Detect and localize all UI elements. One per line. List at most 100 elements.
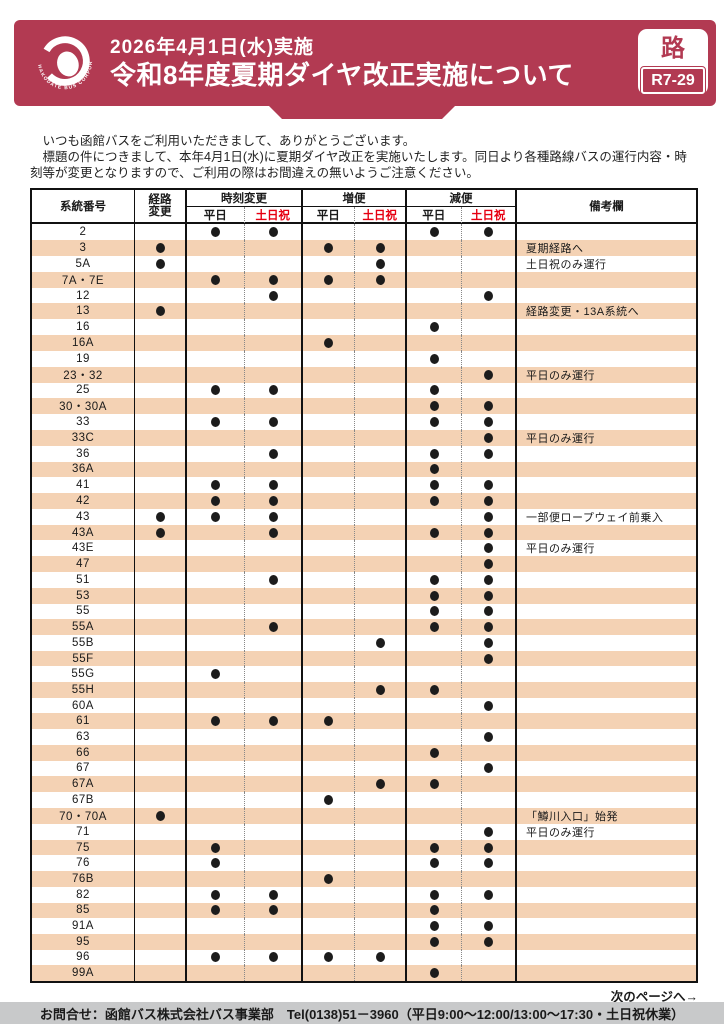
time-change-weekday-cell — [187, 666, 245, 683]
route-number: 42 — [32, 493, 135, 509]
dot-mark — [155, 258, 165, 269]
route-number: 13 — [32, 303, 135, 320]
decrease-holiday-cell — [462, 335, 517, 351]
table-row: 43E 平日のみ運行 — [32, 540, 696, 557]
decrease-holiday-cell — [462, 682, 517, 698]
route-change-cell — [135, 572, 187, 588]
decrease-holiday-cell — [462, 540, 517, 557]
increase-weekday-cell — [303, 414, 355, 430]
dot-mark — [211, 889, 220, 900]
dot-mark — [429, 936, 439, 947]
decrease-holiday-cell — [462, 524, 517, 541]
header-holiday: 土日祝 — [362, 210, 398, 222]
decrease-weekday-cell — [407, 650, 462, 667]
table-row: 76B — [32, 871, 696, 887]
time-change-holiday-cell — [245, 603, 303, 620]
dot-mark — [324, 716, 333, 727]
increase-weekday-cell — [303, 366, 355, 383]
decrease-holiday-cell — [462, 603, 517, 620]
dot-mark — [429, 480, 439, 491]
decrease-weekday-cell — [407, 350, 462, 367]
increase-weekday-cell — [303, 744, 355, 761]
increase-weekday-cell — [303, 572, 355, 588]
route-change-cell — [135, 729, 187, 745]
dot-mark — [211, 274, 220, 285]
route-change-cell — [135, 666, 187, 683]
time-change-holiday-cell — [245, 540, 303, 557]
increase-holiday-cell — [355, 791, 407, 808]
remark — [517, 682, 696, 698]
decrease-holiday-cell — [462, 619, 517, 635]
time-change-holiday-cell — [245, 350, 303, 367]
decrease-holiday-cell — [462, 350, 517, 367]
route-number: 2 — [32, 224, 135, 240]
increase-weekday-cell — [303, 524, 355, 541]
time-change-weekday-cell — [187, 918, 245, 934]
dot-mark — [484, 226, 493, 237]
increase-weekday-cell — [303, 666, 355, 683]
time-change-holiday-cell — [245, 855, 303, 872]
decrease-weekday-cell — [407, 760, 462, 777]
route-number: 99A — [32, 965, 135, 982]
remark: 平日のみ運行 — [526, 432, 595, 445]
route-change-cell — [135, 918, 187, 934]
decrease-weekday-cell — [407, 287, 462, 304]
decrease-holiday-cell — [462, 508, 517, 525]
dot-mark — [484, 417, 493, 428]
dot-mark — [484, 921, 493, 932]
time-change-holiday-cell — [245, 839, 303, 856]
dot-mark — [429, 842, 439, 853]
table-body: 2 3 夏期経路へ 5A 土日祝のみ運行 7A・7E 12 13 経路変更・13A系統へ 16 16… — [32, 224, 696, 982]
remark: 土日祝のみ運行 — [526, 258, 607, 271]
route-number: 5A — [32, 255, 135, 272]
table-row: 61 — [32, 713, 696, 730]
time-change-weekday-cell — [187, 493, 245, 509]
time-change-holiday-cell — [245, 744, 303, 761]
route-change-cell — [135, 760, 187, 777]
header-route-change: 経路 変更 — [135, 190, 187, 222]
decrease-holiday-cell — [462, 886, 517, 903]
header-weekday: 平日 — [407, 207, 462, 223]
increase-weekday-cell — [303, 319, 355, 336]
decrease-weekday-cell — [407, 255, 462, 272]
increase-holiday-cell — [355, 319, 407, 336]
route-badge-code: R7-29 — [640, 66, 706, 95]
route-change-cell — [135, 791, 187, 808]
increase-weekday-cell — [303, 682, 355, 698]
increase-holiday-cell — [355, 461, 407, 478]
increase-weekday-cell — [303, 477, 355, 494]
time-change-holiday-cell — [245, 556, 303, 573]
time-change-weekday-cell — [187, 414, 245, 430]
increase-weekday-cell — [303, 556, 355, 573]
decrease-weekday-cell — [407, 871, 462, 887]
dot-mark — [484, 842, 493, 853]
route-number: 33C — [32, 429, 135, 446]
decrease-holiday-cell — [462, 823, 517, 840]
increase-weekday-cell — [303, 603, 355, 620]
remark: 一部便ロープウェイ前乗入 — [526, 511, 664, 524]
route-change-cell — [135, 886, 187, 903]
table-row: 71 平日のみ運行 — [32, 823, 696, 840]
decrease-weekday-cell — [407, 572, 462, 588]
increase-weekday-cell — [303, 255, 355, 272]
decrease-holiday-cell — [462, 729, 517, 745]
route-change-cell — [135, 461, 187, 478]
route-number: 25 — [32, 382, 135, 399]
decrease-weekday-cell — [407, 839, 462, 856]
time-change-weekday-cell — [187, 965, 245, 982]
increase-weekday-cell — [303, 287, 355, 304]
increase-holiday-cell — [355, 366, 407, 383]
time-change-holiday-cell — [245, 713, 303, 730]
remark — [517, 383, 696, 399]
remark: 平日のみ運行 — [526, 543, 595, 556]
increase-holiday-cell — [355, 224, 407, 240]
time-change-holiday-cell — [245, 634, 303, 651]
increase-weekday-cell — [303, 823, 355, 840]
route-badge: 路 R7-29 — [638, 29, 708, 95]
time-change-weekday-cell — [187, 461, 245, 478]
decrease-holiday-cell — [462, 776, 517, 792]
increase-weekday-cell — [303, 398, 355, 415]
decrease-weekday-cell — [407, 445, 462, 462]
dot-mark — [429, 889, 439, 900]
dot-mark — [155, 511, 165, 522]
